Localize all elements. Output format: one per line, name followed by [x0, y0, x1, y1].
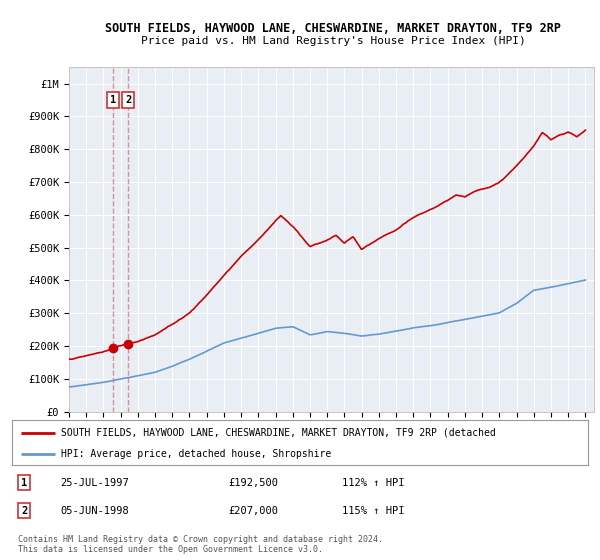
- Text: 05-JUN-1998: 05-JUN-1998: [60, 506, 129, 516]
- Text: 25-JUL-1997: 25-JUL-1997: [60, 478, 129, 488]
- Text: 1: 1: [21, 478, 27, 488]
- Text: SOUTH FIELDS, HAYWOOD LANE, CHESWARDINE, MARKET DRAYTON, TF9 2RP (detached: SOUTH FIELDS, HAYWOOD LANE, CHESWARDINE,…: [61, 427, 496, 437]
- Text: HPI: Average price, detached house, Shropshire: HPI: Average price, detached house, Shro…: [61, 449, 331, 459]
- Text: 2: 2: [125, 95, 131, 105]
- Text: SOUTH FIELDS, HAYWOOD LANE, CHESWARDINE, MARKET DRAYTON, TF9 2RP: SOUTH FIELDS, HAYWOOD LANE, CHESWARDINE,…: [105, 22, 561, 35]
- Text: This data is licensed under the Open Government Licence v3.0.: This data is licensed under the Open Gov…: [18, 545, 323, 554]
- Text: £207,000: £207,000: [228, 506, 278, 516]
- Text: Contains HM Land Registry data © Crown copyright and database right 2024.: Contains HM Land Registry data © Crown c…: [18, 535, 383, 544]
- Text: 112% ↑ HPI: 112% ↑ HPI: [342, 478, 404, 488]
- Text: 115% ↑ HPI: 115% ↑ HPI: [342, 506, 404, 516]
- Text: 2: 2: [21, 506, 27, 516]
- Text: 1: 1: [110, 95, 116, 105]
- Text: £192,500: £192,500: [228, 478, 278, 488]
- Text: Price paid vs. HM Land Registry's House Price Index (HPI): Price paid vs. HM Land Registry's House …: [140, 36, 526, 46]
